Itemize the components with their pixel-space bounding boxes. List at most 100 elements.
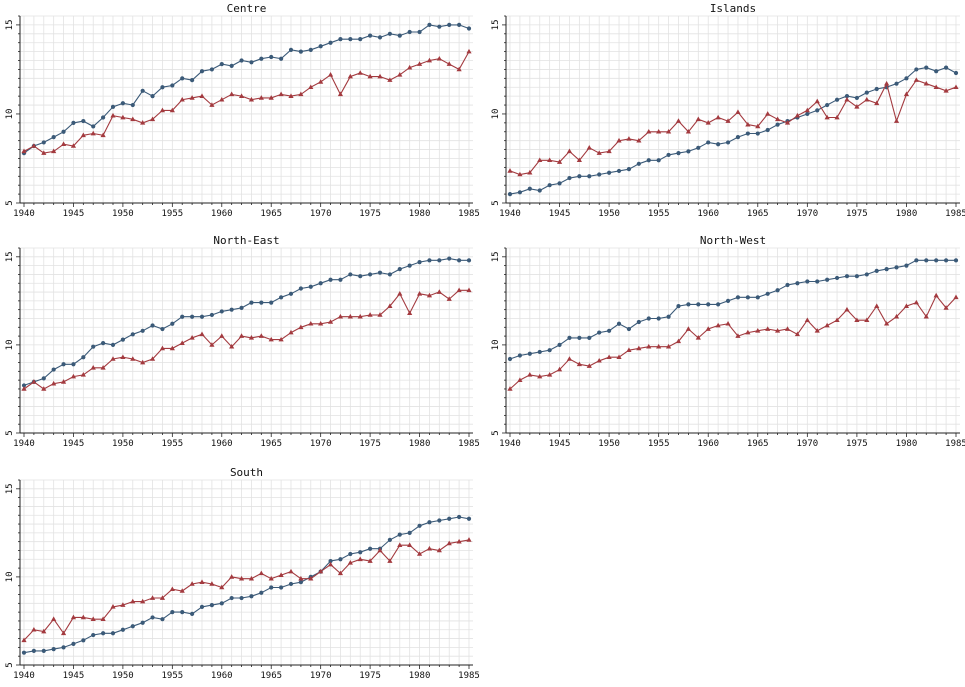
data-point-triangle bbox=[268, 336, 274, 342]
data-point-circle bbox=[358, 550, 363, 555]
data-point-circle bbox=[269, 300, 274, 305]
data-point-triangle bbox=[586, 144, 592, 150]
x-tick-label: 1945 bbox=[63, 439, 85, 449]
data-point-circle bbox=[616, 321, 622, 326]
series-2 bbox=[21, 537, 472, 643]
data-point-circle bbox=[735, 295, 741, 300]
data-point-circle bbox=[338, 37, 343, 42]
data-point-circle bbox=[815, 108, 820, 113]
data-point-triangle bbox=[169, 345, 175, 351]
data-point-circle bbox=[825, 277, 830, 282]
x-tick-label: 1960 bbox=[697, 209, 719, 219]
data-point-circle bbox=[358, 274, 363, 279]
data-point-triangle bbox=[268, 95, 274, 100]
data-point-circle bbox=[795, 281, 800, 286]
data-point-triangle bbox=[665, 128, 672, 134]
grid bbox=[506, 247, 960, 434]
data-point-triangle bbox=[51, 148, 57, 154]
data-point-circle bbox=[427, 258, 432, 263]
series-line bbox=[509, 66, 957, 195]
x-tick-label: 1945 bbox=[549, 209, 571, 219]
data-point-triangle bbox=[199, 93, 205, 98]
series-1 bbox=[21, 256, 472, 388]
data-point-triangle bbox=[159, 345, 166, 351]
x-tick-label: 1975 bbox=[846, 209, 868, 219]
data-point-circle bbox=[51, 647, 56, 652]
data-point-circle bbox=[765, 127, 770, 133]
data-point-triangle bbox=[426, 545, 433, 551]
x-tick-label: 1970 bbox=[310, 671, 332, 681]
data-point-circle bbox=[517, 190, 523, 195]
x-tick-label: 1955 bbox=[161, 209, 183, 219]
x-tick-label: 1960 bbox=[697, 439, 719, 449]
y-tick-label: 10 bbox=[491, 109, 501, 120]
x-tick-label: 1950 bbox=[598, 209, 620, 219]
data-point-triangle bbox=[120, 354, 126, 360]
data-point-circle bbox=[61, 129, 66, 134]
data-point-circle bbox=[239, 595, 244, 601]
data-point-circle bbox=[81, 355, 86, 360]
data-point-triangle bbox=[258, 333, 264, 338]
data-point-triangle bbox=[517, 171, 523, 177]
data-point-circle bbox=[686, 149, 691, 154]
data-point-triangle bbox=[456, 66, 462, 72]
data-point-triangle bbox=[626, 136, 632, 141]
data-point-triangle bbox=[407, 64, 413, 70]
data-point-circle bbox=[884, 267, 889, 272]
x-tick-label: 1985 bbox=[458, 671, 480, 681]
data-point-triangle bbox=[179, 340, 185, 345]
data-point-circle bbox=[328, 558, 333, 564]
data-point-circle bbox=[466, 26, 472, 31]
data-point-circle bbox=[397, 267, 402, 272]
data-point-circle bbox=[844, 274, 850, 279]
x-tick-label: 1960 bbox=[211, 671, 233, 681]
data-point-circle bbox=[725, 298, 731, 303]
data-point-triangle bbox=[189, 335, 195, 340]
data-point-circle bbox=[825, 102, 830, 108]
data-point-circle bbox=[547, 348, 552, 353]
data-point-circle bbox=[318, 44, 323, 49]
x-tick-label: 1965 bbox=[260, 671, 282, 681]
data-point-circle bbox=[417, 29, 422, 35]
data-point-circle bbox=[577, 174, 582, 179]
x-tick-label: 1970 bbox=[310, 439, 332, 449]
data-point-triangle bbox=[159, 107, 166, 113]
data-point-circle bbox=[71, 362, 76, 367]
data-point-triangle bbox=[189, 581, 195, 586]
x-tick-label: 1975 bbox=[359, 209, 381, 219]
data-point-circle bbox=[656, 158, 661, 163]
data-point-circle bbox=[894, 81, 899, 86]
data-point-triangle bbox=[426, 57, 433, 63]
data-point-triangle bbox=[130, 598, 136, 604]
data-point-circle bbox=[170, 321, 175, 326]
data-point-triangle bbox=[893, 313, 900, 319]
data-point-triangle bbox=[725, 118, 731, 123]
data-point-triangle bbox=[308, 84, 314, 90]
data-point-circle bbox=[466, 516, 472, 521]
data-point-circle bbox=[507, 191, 513, 197]
series-2 bbox=[21, 48, 472, 155]
data-point-triangle bbox=[636, 345, 642, 351]
data-point-triangle bbox=[90, 130, 96, 136]
data-point-triangle bbox=[130, 356, 136, 361]
data-point-triangle bbox=[248, 96, 255, 102]
data-point-circle bbox=[805, 111, 810, 117]
data-point-triangle bbox=[416, 291, 423, 296]
data-point-circle bbox=[557, 342, 562, 348]
data-point-circle bbox=[190, 314, 195, 319]
data-point-triangle bbox=[149, 116, 156, 122]
data-point-triangle bbox=[357, 313, 363, 319]
data-point-triangle bbox=[636, 137, 642, 143]
data-point-triangle bbox=[367, 73, 373, 79]
data-point-circle bbox=[427, 520, 432, 525]
x-tick-label: 1970 bbox=[796, 439, 818, 449]
data-point-triangle bbox=[238, 333, 245, 338]
data-point-triangle bbox=[626, 347, 632, 352]
data-point-circle bbox=[666, 152, 671, 158]
data-point-triangle bbox=[844, 96, 850, 102]
data-point-triangle bbox=[60, 379, 67, 384]
data-point-circle bbox=[735, 135, 741, 140]
x-tick-label: 1950 bbox=[112, 209, 134, 219]
x-tick-label: 1980 bbox=[896, 439, 918, 449]
data-point-triangle bbox=[814, 98, 820, 104]
